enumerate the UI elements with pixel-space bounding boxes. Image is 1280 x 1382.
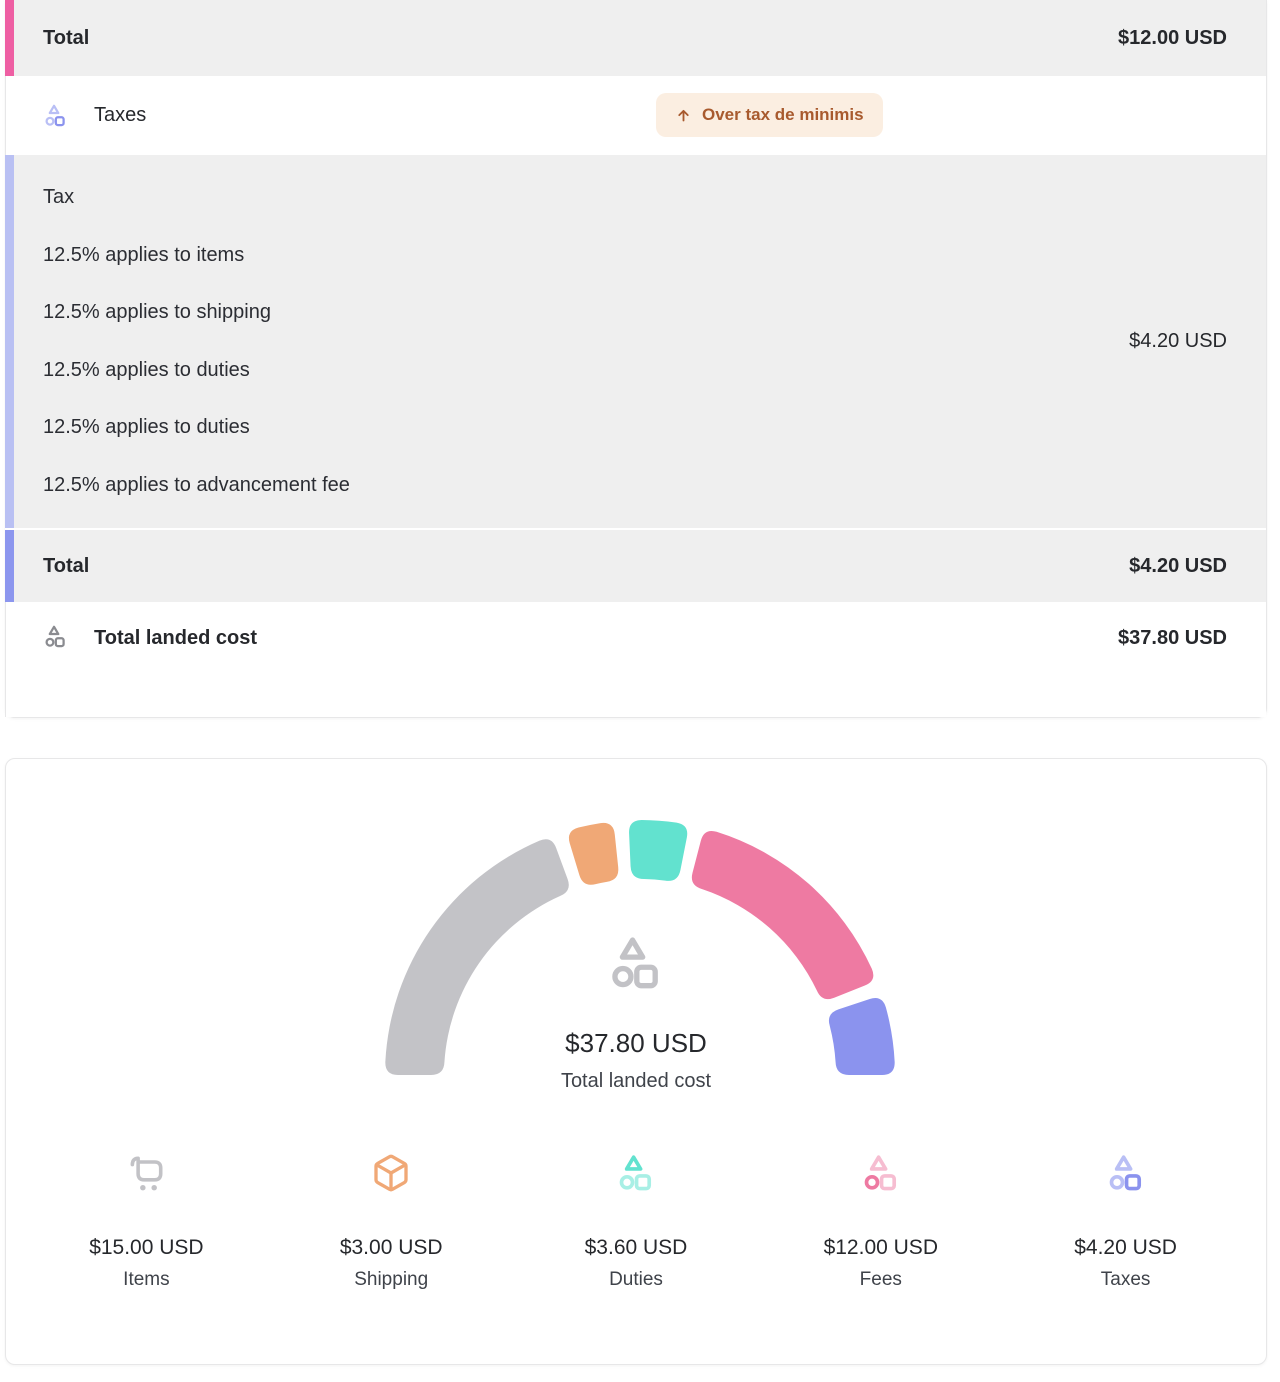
legend-item-fees: $12.00 USD Fees [758,1150,1003,1291]
legend-label: Duties [609,1269,663,1290]
tax-detail-lines: Tax 12.5% applies to items 12.5% applies… [43,169,1129,514]
gauge-segment-duties [629,820,688,881]
taxes-logo-icon [1003,1150,1248,1196]
legend-item-duties: $3.60 USD Duties [514,1150,759,1291]
legend-value: $4.20 USD [1074,1236,1177,1259]
package-icon [269,1150,514,1196]
tax-total-row: Total $4.20 USD [5,530,1266,602]
fees-total-value: $12.00 USD [1118,26,1227,49]
arrow-up-icon [678,109,689,121]
taxes-row: Taxes Over tax de minimis [5,76,1266,155]
gauge-segment-fees [691,830,874,1000]
landed-cost-label: Total landed cost [94,627,257,649]
legend-label: Shipping [354,1269,429,1290]
tax-total-label: Total [43,554,90,577]
legend-label: Fees [859,1269,902,1290]
fees-total-label: Total [43,26,90,49]
section-divider [5,528,1266,530]
gauge-chart: $37.80 USD Total landed cost [6,759,1266,1099]
gauge-total-value: $37.80 USD [565,1028,707,1058]
legend-value: $12.00 USD [823,1236,938,1259]
legend-value: $3.00 USD [339,1236,443,1259]
legend-item-shipping: $3.00 USD Shipping [269,1150,514,1291]
gauge-segment-items [385,839,569,1075]
brand-logo-icon [604,931,668,995]
over-de-minimis-badge[interactable]: Over tax de minimis [656,93,883,137]
tax-detail-line: 12.5% applies to shipping [43,301,271,323]
gauge-segment-taxes [828,998,895,1075]
duties-logo-icon [514,1150,759,1196]
landed-cost-value: $37.80 USD [1118,627,1227,649]
legend-value: $3.60 USD [584,1236,688,1259]
tax-total-value: $4.20 USD [1129,554,1227,577]
badge-text: Over tax de minimis [702,105,864,124]
tax-detail-line: 12.5% applies to advancement fee [43,473,350,496]
landed-cost-chart-card: $37.80 USD Total landed cost $15.00 USD … [5,758,1267,1365]
tax-detail-line: 12.5% applies to duties [43,416,250,438]
taxes-logo-icon [42,102,69,129]
fees-total-row: Total $12.00 USD [5,0,1266,76]
chart-legend: $15.00 USD Items $3.00 USD Shipping [6,1099,1266,1291]
taxes-label: Taxes [94,104,147,126]
legend-item-taxes: $4.20 USD Taxes [1003,1150,1248,1291]
gauge-arc [385,820,895,1075]
cost-breakdown-card: Total $12.00 USD Taxes Over tax de minim… [5,0,1267,718]
tax-detail-line: 12.5% applies to duties [43,358,250,381]
tax-detail-line: Tax [43,186,75,208]
gauge-segment-shipping [568,822,619,885]
gauge-center: $37.80 USD Total landed cost [6,759,1266,1093]
legend-item-items: $15.00 USD Items [24,1150,269,1291]
legend-label: Taxes [1100,1269,1151,1290]
tax-detail-section: Tax 12.5% applies to items 12.5% applies… [5,155,1266,528]
legend-value: $15.00 USD [89,1236,204,1259]
gauge-total-label: Total landed cost [560,1070,712,1092]
fees-logo-icon [758,1150,1003,1196]
total-landed-cost-row: Total landed cost $37.80 USD [5,602,1266,717]
tax-detail-line: 12.5% applies to items [43,243,245,266]
landed-cost-logo-icon [42,623,69,650]
tax-detail-value: $4.20 USD [1129,330,1227,352]
cart-icon [24,1150,269,1196]
legend-label: Items [123,1269,170,1290]
